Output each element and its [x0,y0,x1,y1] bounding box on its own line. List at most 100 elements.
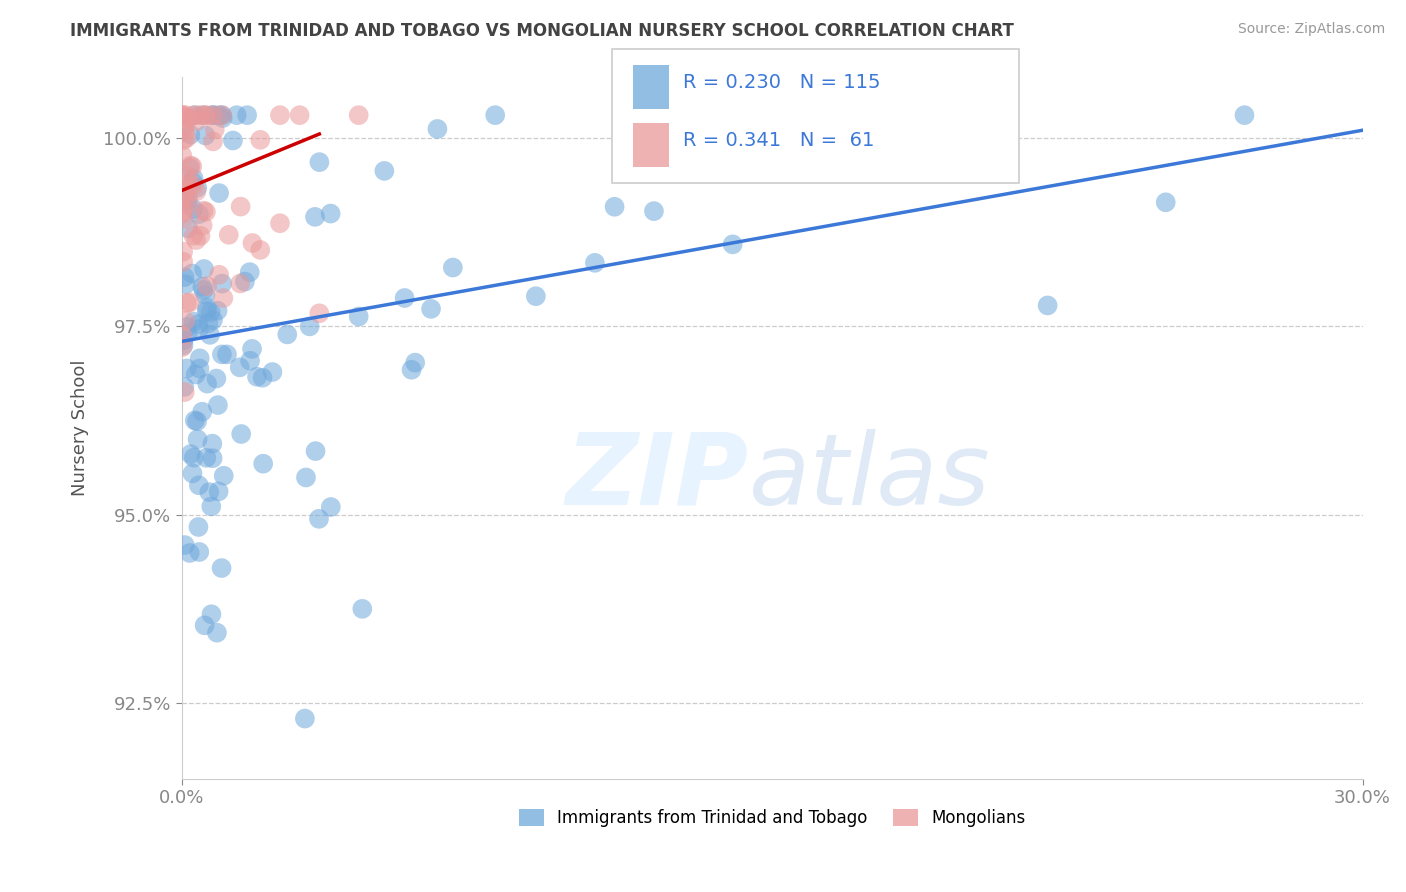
Point [721,237,744,252]
Point [181,160,204,174]
Point [181,467,204,481]
Text: atlas: atlas [748,429,990,525]
Point [186,180,208,194]
Point [173,338,195,352]
Point [172,191,194,205]
Point [176,169,198,183]
Point [229,277,252,291]
Point [187,317,209,331]
Point [176,361,198,376]
Point [205,625,228,640]
Point [211,108,233,122]
Text: R = 0.341   N =  61: R = 0.341 N = 61 [683,131,875,150]
Point [643,204,665,219]
Point [173,125,195,139]
Point [215,347,238,361]
Point [208,186,231,200]
Point [249,133,271,147]
Point [347,310,370,324]
Point [204,122,226,136]
Point [187,520,209,534]
Point [186,184,208,198]
Point [184,413,207,427]
Point [194,108,217,122]
Point [404,356,426,370]
Point [184,368,207,382]
Point [308,155,330,169]
Point [177,112,200,126]
Point [294,712,316,726]
Point [308,306,330,320]
Point [183,228,205,243]
Point [195,301,218,315]
Point [441,260,464,275]
Point [187,478,209,492]
Point [183,108,205,122]
Point [172,328,194,343]
Point [208,268,231,282]
Point [201,313,224,327]
Point [193,283,215,297]
Point [177,221,200,235]
Point [180,447,202,461]
Point [193,203,215,218]
Point [173,120,195,134]
Point [179,161,201,175]
Point [308,512,330,526]
Point [583,256,606,270]
Point [195,450,218,465]
Point [262,365,284,379]
Point [212,468,235,483]
Point [194,204,217,219]
Point [200,607,222,622]
Y-axis label: Nursery School: Nursery School [72,360,89,497]
Point [239,353,262,368]
Point [298,319,321,334]
Point [200,500,222,514]
Point [188,361,211,376]
Point [401,363,423,377]
Point [207,484,229,499]
Point [176,185,198,199]
Point [173,333,195,347]
Point [201,436,224,450]
Point [181,175,204,189]
Point [198,327,221,342]
Point [173,380,195,394]
Point [183,171,205,186]
Point [198,485,221,500]
Point [186,114,208,128]
Point [239,265,262,279]
Point [319,206,342,220]
Point [172,148,194,162]
Point [201,108,224,122]
Point [236,108,259,122]
Point [177,193,200,207]
Point [173,538,195,552]
Point [269,108,291,122]
Point [191,279,214,293]
Point [205,371,228,385]
Point [202,135,225,149]
Point [269,216,291,230]
Point [229,200,252,214]
Point [188,322,211,336]
Point [188,207,211,221]
Point [200,305,222,319]
Point [176,326,198,341]
Text: ZIP: ZIP [565,429,748,525]
Point [188,108,211,122]
Point [242,235,264,250]
Point [190,228,212,243]
Point [172,340,194,354]
Point [173,270,195,285]
Point [194,128,217,143]
Point [252,370,274,384]
Point [180,159,202,173]
Point [174,111,197,125]
Point [172,108,194,122]
Point [181,267,204,281]
Point [1036,298,1059,312]
Point [197,316,219,330]
Point [195,376,218,391]
